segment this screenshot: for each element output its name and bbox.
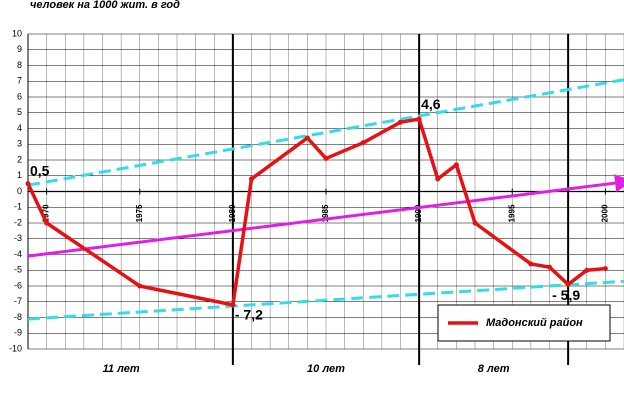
y-tick-label: -2 (14, 217, 22, 227)
period-label: 11 лет (103, 363, 140, 375)
x-tick-label: 1985 (321, 204, 330, 222)
data-point (602, 266, 608, 272)
data-point (398, 119, 403, 125)
trend-line (27, 279, 624, 321)
data-point (304, 135, 310, 141)
y-tick-label: 6 (17, 91, 22, 101)
data-point (584, 267, 590, 273)
y-tick-label: 9 (17, 44, 22, 54)
y-tick-label: 5 (17, 107, 22, 117)
x-tick-label: 1975 (135, 204, 144, 222)
y-tick-label: 10 (12, 28, 22, 38)
chart-title: человек на 1000 жит. в год (30, 0, 180, 11)
y-tick-label: 4 (17, 123, 22, 133)
x-tick-label: 1995 (507, 204, 516, 222)
data-point (565, 281, 571, 287)
y-tick-label: 1 (17, 170, 22, 180)
data-point (44, 220, 50, 226)
y-tick-label: 7 (17, 76, 22, 86)
y-tick-label: -7 (14, 296, 22, 306)
y-tick-label: 8 (17, 60, 22, 70)
y-tick-label: -1 (14, 202, 22, 212)
x-tick-label: 1970 (42, 204, 51, 222)
period-label: 10 лет (307, 363, 345, 375)
y-tick-label: -4 (14, 249, 22, 259)
data-point (435, 176, 441, 182)
y-tick-label: -9 (14, 328, 22, 338)
data-point (25, 181, 31, 187)
annotation: 4,6 (421, 96, 441, 112)
trend-line (27, 174, 624, 258)
legend-label: Мадонский район (486, 317, 583, 329)
data-point (360, 140, 366, 146)
period-label: 8 лет (478, 363, 510, 375)
trend-line (27, 78, 624, 187)
y-tick-label: -6 (14, 280, 22, 290)
data-point (249, 176, 254, 182)
annotation: - 5,9 (552, 287, 580, 303)
data-point (416, 116, 422, 122)
x-tick-label: 2000 (600, 204, 609, 222)
data-point (137, 283, 143, 289)
data-point (230, 302, 236, 308)
data-point (323, 155, 329, 161)
data-point (528, 261, 534, 267)
y-tick-label: -5 (14, 265, 22, 275)
data-point (547, 264, 552, 270)
data-line (26, 117, 606, 307)
y-tick-label: -3 (14, 233, 22, 243)
annotation: 0,5 (30, 162, 50, 178)
y-tick-label: 2 (17, 154, 22, 164)
y-tick-label: 0 (17, 186, 22, 196)
annotation: - 7,2 (235, 307, 263, 323)
y-tick-label: 3 (17, 139, 22, 149)
y-tick-label: -8 (14, 312, 22, 322)
data-point (472, 220, 478, 226)
data-point (453, 162, 459, 168)
y-tick-label: -10 (9, 343, 22, 353)
